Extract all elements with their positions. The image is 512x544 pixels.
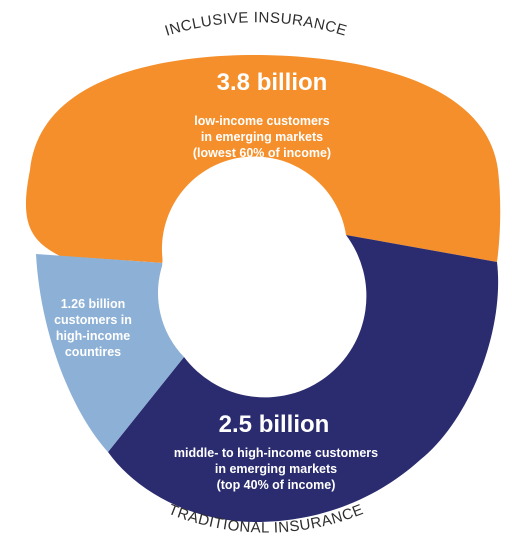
traditional-desc-line-3: (top 40% of income)	[217, 478, 336, 492]
high-income-line-4: countires	[65, 345, 121, 359]
inclusive-desc-line-2: in emerging markets	[201, 130, 323, 144]
inclusive-desc-line-1: low-income customers	[194, 114, 329, 128]
inclusive-value-label: 3.8 billion	[217, 69, 328, 96]
inclusive-desc-line-3: (lowest 60% of income)	[193, 146, 331, 160]
traditional-value-label: 2.5 billion	[219, 411, 330, 438]
high-income-line-1: 1.26 billion	[61, 297, 126, 311]
high-income-line-3: high-income	[56, 329, 130, 343]
segment-inclusive	[25, 55, 501, 263]
arc-label-top: INCLUSIVE INSURANCE	[163, 9, 349, 39]
segment-traditional	[108, 235, 499, 522]
segment-high-income	[36, 254, 184, 452]
traditional-desc-line-2: in emerging markets	[215, 462, 337, 476]
donut-hole	[162, 178, 346, 362]
high-income-line-2: customers in	[54, 313, 132, 327]
traditional-desc-line-1: middle- to high-income customers	[174, 446, 378, 460]
